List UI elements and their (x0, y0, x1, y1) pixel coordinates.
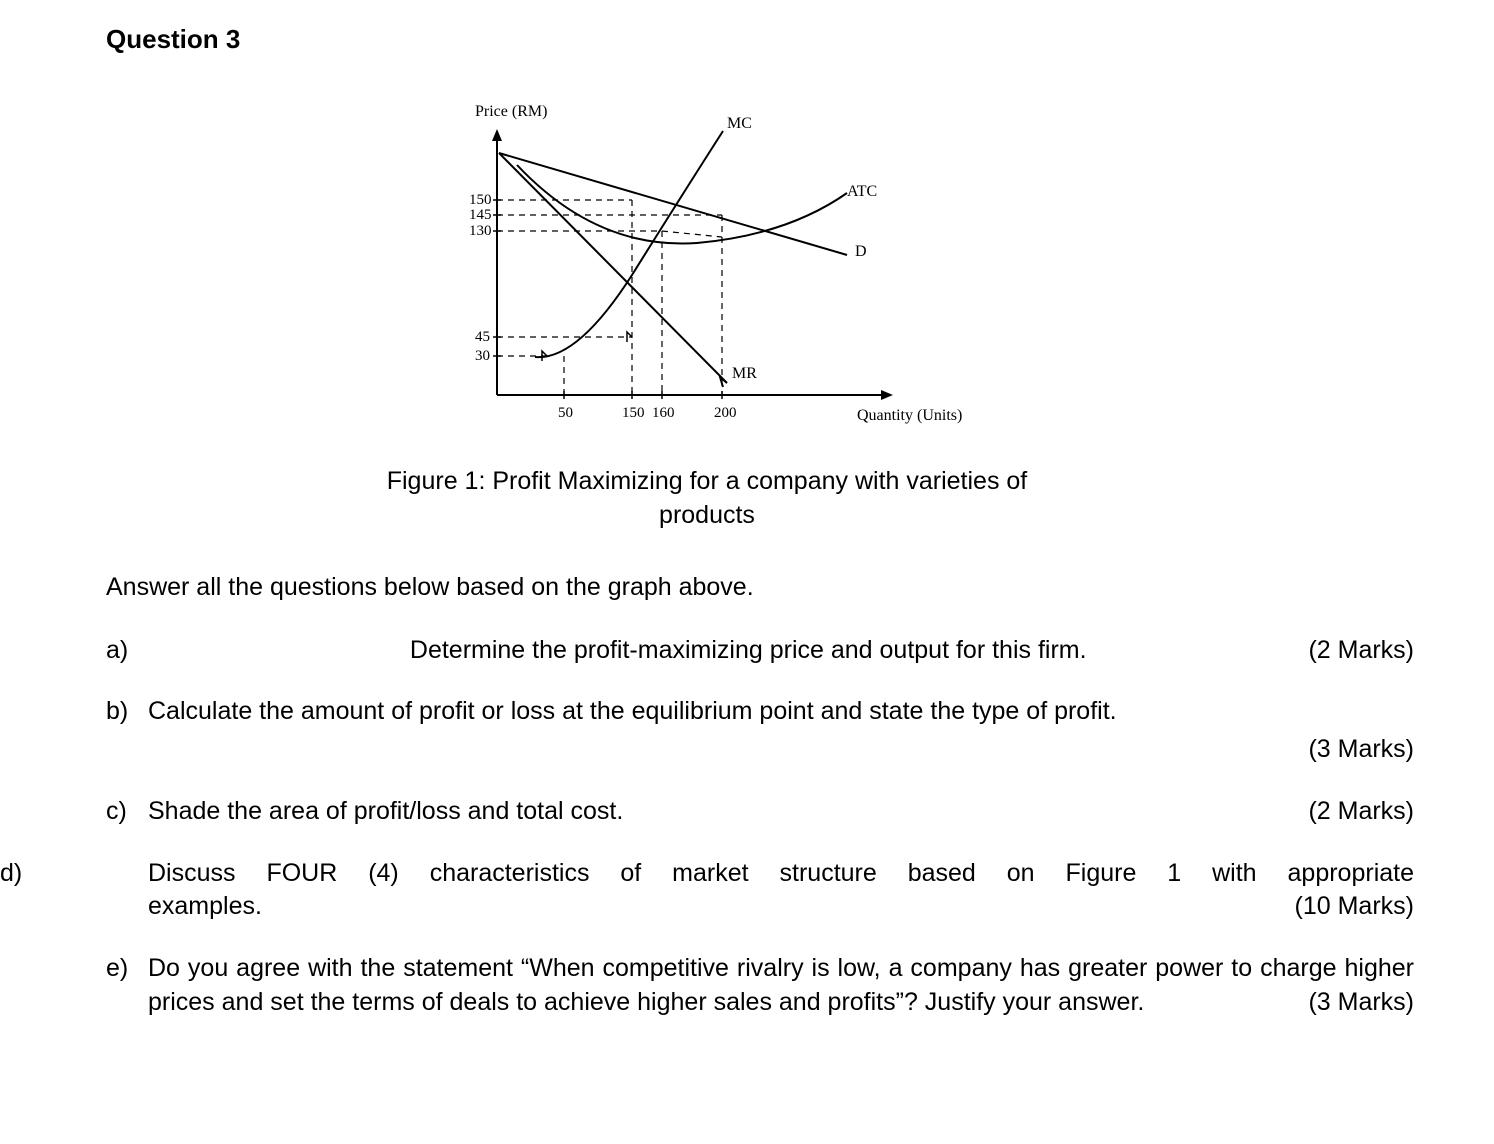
qc-marks: (2 Marks) (1288, 795, 1414, 829)
caption-line2: products (659, 501, 755, 529)
x-axis-label: Quantity (Units) (857, 407, 962, 425)
question-e: e) Do you agree with the statement “When… (106, 952, 1414, 1020)
exam-page: Question 3 Price (RM) Quantity (Units) M… (0, 0, 1494, 1108)
qa-marks: (2 Marks) (1288, 634, 1414, 668)
qd-letter: d) (0, 857, 148, 925)
d-label: D (855, 243, 867, 261)
answer-instruction: Answer all the questions below based on … (106, 573, 1414, 602)
qd-text-tail: examples. (148, 890, 1275, 924)
y-axis-label: Price (RM) (475, 103, 547, 121)
figure-caption: Figure 1: Profit Maximizing for a compan… (0, 465, 1414, 533)
question-heading: Question 3 (106, 24, 1414, 55)
qd-text-line: Discuss FOUR (4) characteristics of mark… (148, 859, 1414, 887)
xtick-200: 200 (714, 405, 737, 422)
question-c: c) Shade the area of profit/loss and tot… (106, 795, 1414, 829)
xtick-160: 160 (652, 405, 675, 422)
ytick-130: 130 (469, 223, 492, 240)
question-d: d) Discuss FOUR (4) characteristics of m… (0, 857, 1414, 925)
atc-label: ATC (847, 183, 877, 201)
profit-max-figure: Price (RM) Quantity (Units) MC ATC D MR … (427, 95, 987, 435)
xtick-150: 150 (622, 405, 645, 422)
ytick-45: 45 (475, 329, 490, 346)
qc-letter: c) (106, 795, 148, 829)
qa-text: Determine the profit-maximizing price an… (148, 634, 1288, 668)
qb-letter: b) (106, 695, 148, 767)
ytick-145: 145 (469, 207, 492, 224)
qe-text: Do you agree with the statement “When co… (148, 954, 1414, 1016)
figure-svg (427, 95, 987, 435)
ytick-30: 30 (475, 348, 490, 365)
qb-text: Calculate the amount of profit or loss a… (148, 695, 1414, 729)
mc-label: MC (727, 115, 752, 133)
question-b: b) Calculate the amount of profit or los… (106, 695, 1414, 767)
qc-text: Shade the area of profit/loss and total … (148, 795, 1288, 829)
mr-label: MR (732, 365, 757, 383)
qb-marks: (3 Marks) (148, 733, 1414, 767)
qe-letter: e) (106, 952, 148, 1020)
xtick-50: 50 (558, 405, 573, 422)
figure-wrapper: Price (RM) Quantity (Units) MC ATC D MR … (0, 95, 1414, 435)
caption-line1: Figure 1: Profit Maximizing for a compan… (387, 467, 1028, 495)
qe-marks: (3 Marks) (1308, 986, 1414, 1020)
qd-marks: (10 Marks) (1275, 890, 1414, 924)
qa-letter: a) (106, 634, 148, 668)
question-a: a) Determine the profit-maximizing price… (106, 634, 1414, 668)
